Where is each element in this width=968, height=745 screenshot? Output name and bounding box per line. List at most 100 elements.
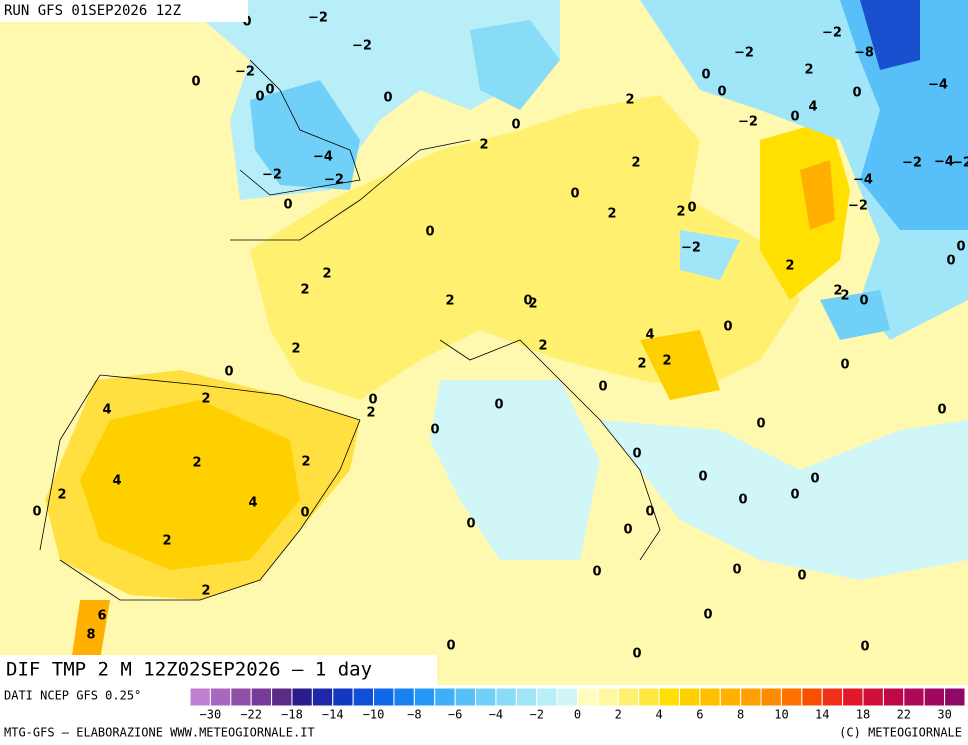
contour-label: 0: [632, 447, 641, 462]
contour-label: 0: [717, 85, 726, 100]
colorbar-swatch: [189, 687, 211, 707]
run-label: RUN GFS 01SEP2026 12Z: [4, 3, 181, 19]
colorbar-swatch: [515, 687, 538, 707]
contour-label: 0: [956, 240, 965, 255]
contour-label: 0: [623, 523, 632, 538]
colorbar-swatch: [495, 687, 517, 707]
contour-label: 0: [790, 488, 799, 503]
warm-area: [640, 330, 720, 400]
cold-area: [860, 0, 920, 70]
colorbar-swatch: [760, 687, 782, 707]
contour-label: −2: [902, 156, 922, 171]
contour-label: −2: [952, 156, 968, 171]
colorbar-swatch: [821, 687, 844, 707]
contour-label: 0: [732, 563, 741, 578]
contour-label: 0: [466, 517, 475, 532]
cool-area: [680, 230, 740, 280]
contour-label: −2: [681, 241, 701, 256]
contour-label: 2: [607, 207, 616, 222]
coastline: [39, 374, 361, 601]
colorbar-label: 4: [655, 708, 662, 722]
contour-label: −4: [934, 155, 954, 170]
colorbar-label: 14: [815, 708, 829, 722]
colorbar-label: −30: [200, 708, 222, 722]
coastline: [230, 139, 661, 561]
colorbar-label: 2: [615, 708, 622, 722]
contour-label: 0: [860, 640, 869, 655]
contour-label: 0: [255, 90, 264, 105]
colorbar-swatch: [311, 687, 334, 707]
contour-label: −2: [324, 173, 344, 188]
contour-label: 4: [645, 328, 654, 343]
colorbar-swatch: [556, 687, 579, 707]
contour-label: 0: [430, 423, 439, 438]
contour-label: 0: [723, 320, 732, 335]
colorbar-label: −6: [448, 708, 462, 722]
colorbar-swatch: [699, 687, 721, 707]
colorbar-swatch: [271, 687, 293, 707]
contour-label: 2: [201, 584, 210, 599]
colorbar-label: 10: [774, 708, 788, 722]
colorbar-swatch: [373, 687, 395, 707]
cool-area: [430, 380, 600, 560]
contour-label: 2: [804, 63, 813, 78]
colorbar-swatch: [944, 687, 966, 707]
run-box: [0, 0, 248, 22]
contour-label: 0: [687, 201, 696, 216]
contour-label: 0: [937, 403, 946, 418]
credit-label: MTG-GFS — ELABORAZIONE WWW.METEOGIORNALE…: [4, 726, 315, 740]
contour-label: 0: [598, 380, 607, 395]
warm-area: [250, 95, 800, 400]
contour-label: −2: [822, 26, 842, 41]
colorbar-label: 30: [937, 708, 951, 722]
colorbar-label: −2: [529, 708, 543, 722]
contour-label: 2: [676, 205, 685, 220]
colorbar-label: −4: [489, 708, 503, 722]
colorbar-swatch: [393, 687, 415, 707]
colorbar-swatch: [678, 687, 701, 707]
colorbar-swatch: [352, 687, 375, 707]
colorbar-swatch: [740, 687, 762, 707]
contour-label: 2: [785, 259, 794, 274]
contour-label: 0: [224, 365, 233, 380]
contour-label: 0: [645, 505, 654, 520]
colorbar-swatch: [536, 687, 558, 707]
contour-label: 2: [662, 354, 671, 369]
colorbar-label: −22: [240, 708, 262, 722]
contour-label: 4: [808, 100, 817, 115]
contour-label: 2: [301, 455, 310, 470]
warm-area: [70, 600, 110, 670]
contour-label: −2: [352, 39, 372, 54]
contour-label: 0: [570, 187, 579, 202]
contour-label: 2: [291, 342, 300, 357]
contour-label: 0: [592, 565, 601, 580]
colorbar-label: −8: [407, 708, 421, 722]
contour-label: 0: [425, 225, 434, 240]
contour-label: 0: [383, 91, 392, 106]
colorbar-label: −14: [322, 708, 344, 722]
cool-area: [470, 20, 560, 110]
colorbar-label: 18: [856, 708, 870, 722]
colorbar-swatch: [413, 687, 436, 707]
colorbar-swatch: [882, 687, 905, 707]
colorbar-swatch: [475, 687, 497, 707]
contour-label: −4: [928, 78, 948, 93]
contour-label: 2: [322, 267, 331, 282]
contour-label: 6: [97, 609, 106, 624]
contour-label: 0: [698, 470, 707, 485]
map-title: DIF TMP 2 M 12Z02SEP2026 — 1 day: [6, 659, 372, 681]
contour-label: 0: [738, 493, 747, 508]
colorbar-swatch: [332, 687, 354, 707]
contour-label: 0: [859, 294, 868, 309]
contour-label: 2: [201, 392, 210, 407]
contour-label: 2: [538, 339, 547, 354]
colorbar-swatch: [209, 687, 232, 707]
colorbar-swatch: [842, 687, 864, 707]
contour-label: 0: [632, 647, 641, 662]
colorbar-swatch: [617, 687, 640, 707]
colorbar-swatch: [923, 687, 946, 707]
title-box: [0, 655, 437, 685]
warm-area: [800, 160, 835, 230]
contour-label: 0: [368, 393, 377, 408]
